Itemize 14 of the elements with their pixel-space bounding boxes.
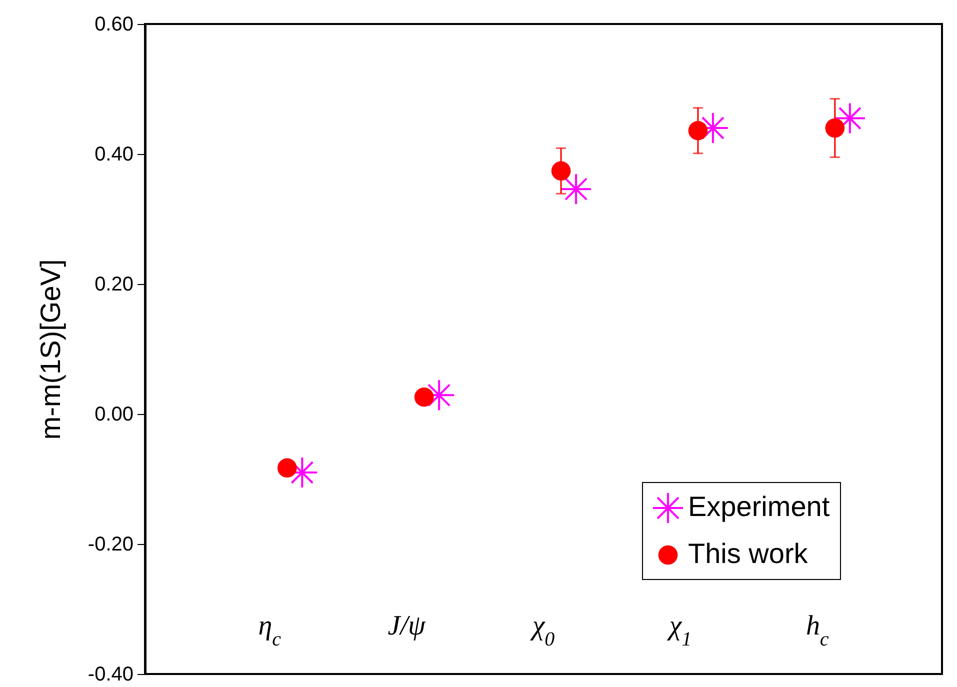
y-tick-label: 0.20	[94, 274, 134, 296]
legend-label: This work	[688, 538, 809, 569]
x-tick-label: J/ψ	[388, 610, 426, 642]
y-tick-label: 0.00	[94, 404, 134, 426]
y-tick-label: -0.40	[88, 664, 134, 686]
legend-label: Experiment	[688, 491, 830, 522]
y-tick-label: 0.40	[94, 144, 134, 166]
y-tick-label: 0.60	[94, 14, 134, 36]
x-tick-label: χ$_{1}$	[666, 610, 692, 650]
x-tick-label: h$_{c}$	[806, 610, 829, 650]
y-tick-label: -0.20	[88, 534, 134, 556]
x-tick-label: η$_{c}$	[258, 610, 282, 650]
x-tick-label: χ$_{0}$	[529, 610, 555, 650]
y-axis-title: m-m(1S)[GeV]	[34, 259, 66, 440]
